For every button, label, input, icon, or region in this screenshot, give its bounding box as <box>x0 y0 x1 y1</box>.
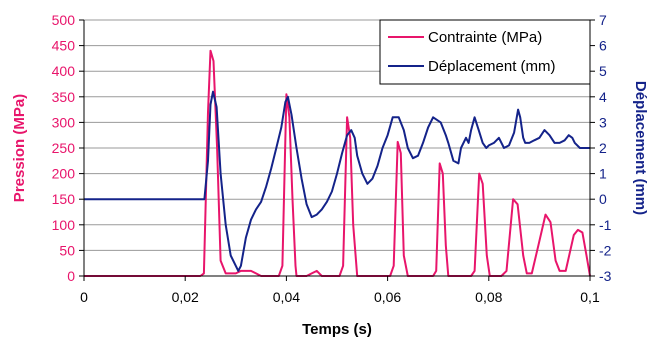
y-left-tick-label: 100 <box>52 217 76 233</box>
legend-label-deplacement: Déplacement (mm) <box>428 58 556 75</box>
y-right-tick-label: -3 <box>599 268 612 284</box>
series-deplacement-line <box>84 90 590 272</box>
y-left-tick-label: 400 <box>52 63 76 79</box>
y-right-tick-label: -2 <box>599 242 612 258</box>
y-left-tick-label: 500 <box>52 12 76 28</box>
y-right-tick-label: 5 <box>599 63 607 79</box>
legend-label-contrainte: Contrainte (MPa) <box>428 29 542 46</box>
y-left-tick-label: 150 <box>52 191 76 207</box>
y-right-tick-label: 0 <box>599 191 607 207</box>
y-axis-left-title: Pression (MPa) <box>11 94 28 202</box>
series-contrainte-line <box>84 49 591 277</box>
y-left-tick-label: 50 <box>59 242 75 258</box>
y-right-tick-label: 1 <box>599 166 607 182</box>
y-axis-right-title: Déplacement (mm) <box>632 81 649 215</box>
x-tick-label: 0,1 <box>580 289 600 305</box>
y-left-tick-label: 450 <box>52 38 76 54</box>
y-right-tick-label: -1 <box>599 217 612 233</box>
y-right-tick-label: 3 <box>599 114 607 130</box>
legend: Contrainte (MPa) Déplacement (mm) <box>379 19 591 85</box>
y-right-tick-label: 2 <box>599 140 607 156</box>
legend-box <box>379 19 591 85</box>
tick-labels: 050100150200250300350400450500-3-2-10123… <box>52 12 612 305</box>
x-tick-label: 0,02 <box>172 289 199 305</box>
y-right-tick-label: 7 <box>599 12 607 28</box>
y-right-tick-label: 6 <box>599 38 607 54</box>
axes <box>79 19 595 281</box>
x-tick-label: 0 <box>80 289 88 305</box>
x-tick-label: 0,06 <box>374 289 401 305</box>
y-left-tick-label: 350 <box>52 89 76 105</box>
x-tick-label: 0,08 <box>475 289 502 305</box>
x-tick-label: 0,04 <box>273 289 300 305</box>
y-left-tick-label: 200 <box>52 166 76 182</box>
x-axis-title: Temps (s) <box>302 321 372 338</box>
y-left-tick-label: 250 <box>52 140 76 156</box>
y-left-tick-label: 300 <box>52 114 76 130</box>
y-left-tick-label: 0 <box>67 268 75 284</box>
y-right-tick-label: 4 <box>599 89 607 105</box>
series-lines <box>84 49 591 277</box>
